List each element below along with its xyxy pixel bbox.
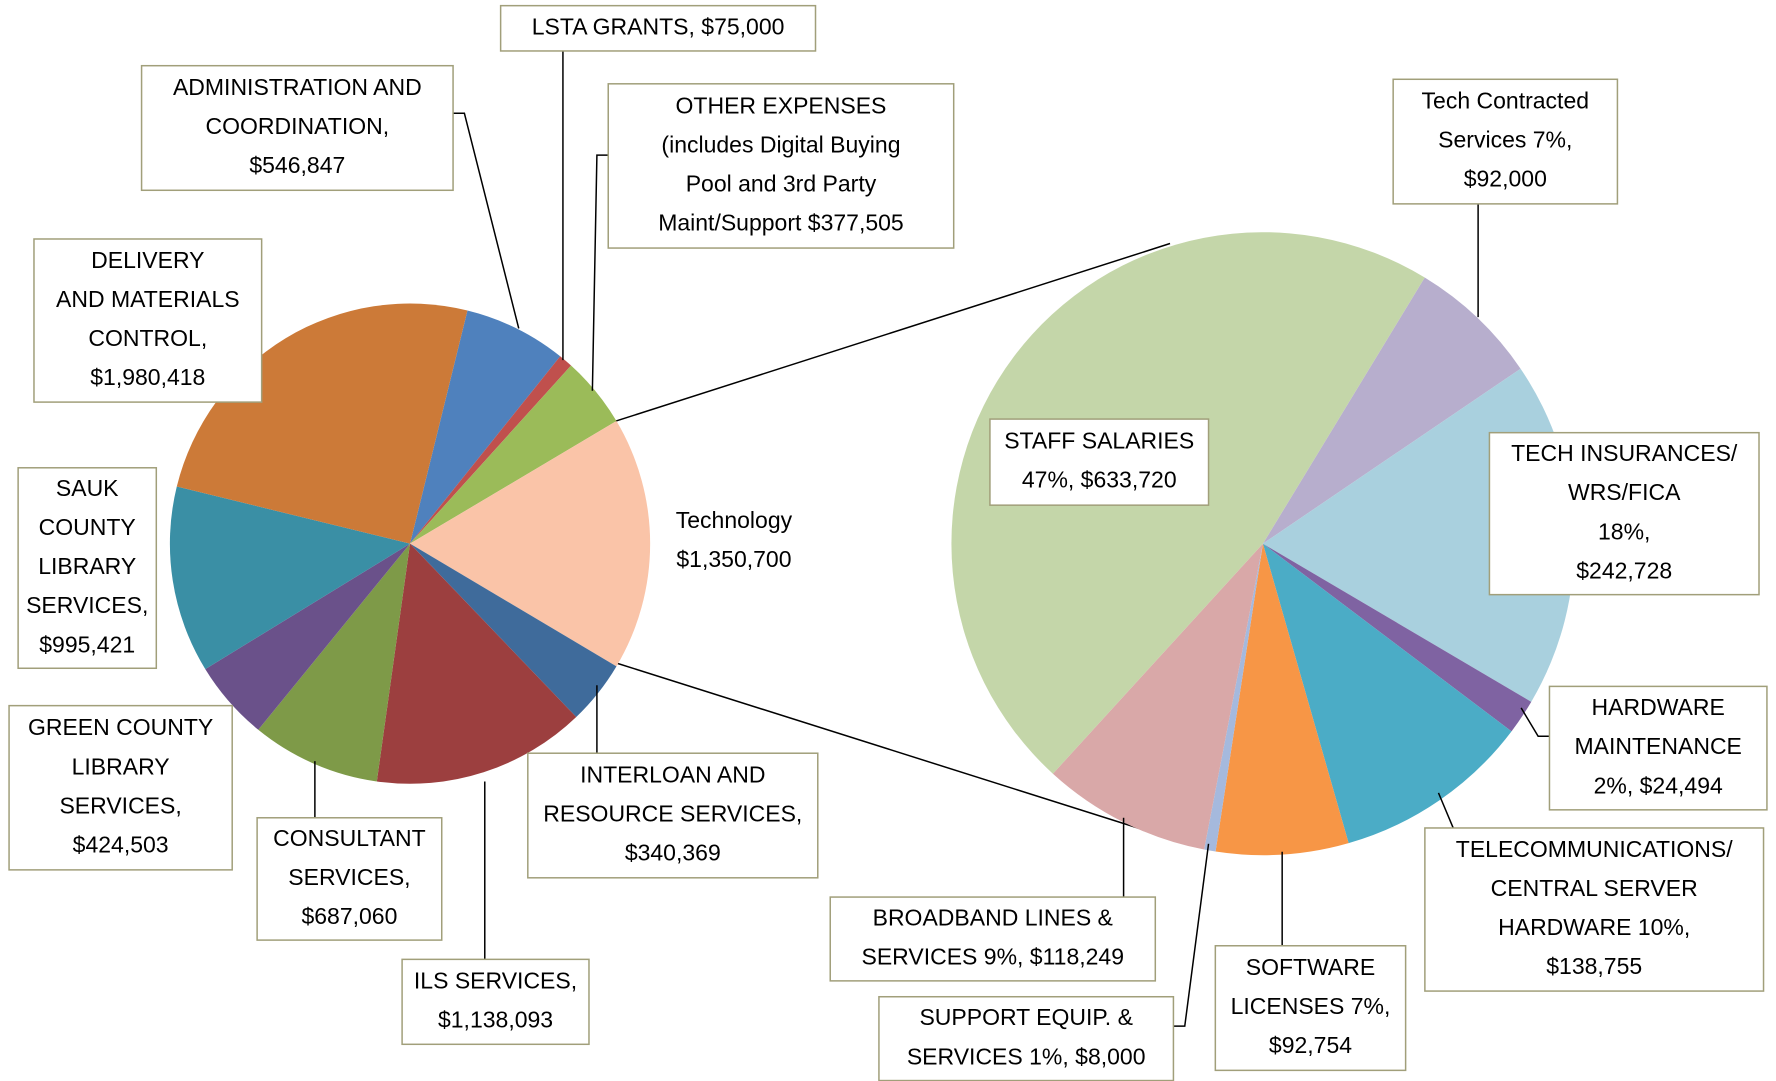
- data-label: WRS/FICA: [1568, 479, 1681, 505]
- pie-slice: [169, 486, 411, 670]
- pie-slice: [176, 303, 468, 544]
- data-label: 18%,: [1598, 518, 1650, 544]
- label-box: [499, 4, 817, 52]
- data-label: $546,847: [249, 152, 345, 178]
- data-label: SERVICES,: [288, 864, 410, 890]
- data-label: $1,980,418: [90, 364, 205, 390]
- data-label: SERVICES 9%, $118,249: [861, 944, 1124, 970]
- data-label: AND MATERIALS: [56, 286, 240, 312]
- data-label: CONTROL,: [88, 325, 207, 351]
- data-label: Tech Contracted: [1422, 88, 1589, 114]
- data-label: $92,000: [1464, 166, 1547, 192]
- data-label: LICENSES 7%,: [1231, 993, 1391, 1019]
- connector-line: [614, 661, 1171, 839]
- data-label: CENTRAL SERVER: [1491, 875, 1698, 901]
- data-label: Services 7%,: [1438, 127, 1572, 153]
- data-label: CONSULTANT: [273, 825, 426, 851]
- label-box: [829, 896, 1157, 982]
- data-label: OTHER EXPENSES: [676, 92, 887, 118]
- data-label: 47%, $633,720: [1022, 467, 1177, 493]
- leader-line: [591, 154, 609, 391]
- label-box: [1488, 431, 1760, 596]
- data-label: $1,138,093: [438, 1006, 553, 1032]
- data-label: TELECOMMUNICATIONS/: [1456, 836, 1733, 862]
- data-label: $995,421: [39, 631, 135, 657]
- label-box: [8, 704, 233, 871]
- data-label: Pool and 3rd Party: [686, 171, 877, 197]
- data-label: RESOURCE SERVICES,: [543, 801, 802, 827]
- data-label: MAINTENANCE: [1575, 733, 1742, 759]
- pie-slice: [376, 543, 577, 784]
- label-box: [989, 418, 1210, 506]
- data-label: LSTA GRANTS, $75,000: [532, 13, 785, 39]
- data-label: $242,728: [1576, 557, 1672, 583]
- label-box: [607, 83, 955, 249]
- data-label: $687,060: [301, 903, 397, 929]
- pie-slice: [410, 356, 572, 544]
- connector-line: [614, 242, 1171, 423]
- data-label: LIBRARY: [72, 753, 170, 779]
- label-box: [1392, 78, 1619, 205]
- data-label: STAFF SALARIES: [1004, 428, 1194, 454]
- data-label: $424,503: [73, 831, 169, 857]
- pie-slice: [410, 421, 651, 667]
- data-label: SOFTWARE: [1246, 954, 1375, 980]
- data-label: INTERLOAN AND: [580, 762, 765, 788]
- label-box: [878, 995, 1175, 1081]
- data-label: LIBRARY: [38, 553, 136, 579]
- pie-slice: [410, 365, 617, 544]
- data-label: $340,369: [625, 840, 721, 866]
- data-label: HARDWARE 10%,: [1498, 914, 1690, 940]
- data-label: GREEN COUNTY: [28, 714, 213, 740]
- leader-line: [1173, 843, 1210, 1027]
- data-label: DELIVERY: [91, 247, 204, 273]
- pie-slice: [1215, 543, 1349, 856]
- pie-slice: [1052, 543, 1263, 850]
- label-box: [527, 752, 819, 879]
- label-box: [256, 817, 443, 941]
- data-label: HARDWARE: [1592, 694, 1725, 720]
- pie-slice: [1204, 543, 1263, 852]
- data-label: (includes Digital Buying: [661, 131, 900, 157]
- data-label: Maint/Support $377,505: [658, 210, 904, 236]
- data-label: $138,755: [1546, 953, 1642, 979]
- pie-slice: [410, 310, 561, 544]
- leader-line: [1520, 707, 1550, 737]
- label-box: [140, 64, 454, 192]
- data-label: Technology: [676, 507, 793, 533]
- data-label: SERVICES,: [26, 592, 148, 618]
- label-box: [17, 467, 158, 670]
- label-box: [401, 958, 590, 1046]
- data-label: BROADBAND LINES &: [873, 905, 1113, 931]
- data-label: SUPPORT EQUIP. &: [919, 1004, 1132, 1030]
- data-label: ILS SERVICES,: [414, 967, 577, 993]
- label-box: [1548, 685, 1768, 811]
- pie-slice: [1262, 543, 1512, 844]
- pie-slice: [1262, 277, 1521, 544]
- data-label: $1,350,700: [676, 546, 791, 572]
- data-label: $92,754: [1269, 1032, 1352, 1058]
- pie-slice: [205, 543, 411, 730]
- label-box: [1214, 945, 1407, 1072]
- leader-line: [453, 112, 520, 329]
- data-label: TECH INSURANCES/: [1511, 440, 1738, 466]
- data-label: SERVICES,: [59, 792, 181, 818]
- data-label: COORDINATION,: [206, 113, 390, 139]
- pie-slice: [1262, 543, 1532, 732]
- data-label: 2%, $24,494: [1594, 772, 1723, 798]
- data-label: SERVICES 1%, $8,000: [907, 1043, 1146, 1069]
- data-label: ADMINISTRATION AND: [173, 74, 422, 100]
- pie-slice: [258, 543, 411, 782]
- label-box: [33, 238, 263, 403]
- pie-slice: [410, 543, 617, 717]
- data-label: COUNTY: [39, 514, 136, 540]
- data-label: SAUK: [56, 475, 119, 501]
- leader-line: [1437, 792, 1454, 829]
- label-box: [1424, 827, 1765, 992]
